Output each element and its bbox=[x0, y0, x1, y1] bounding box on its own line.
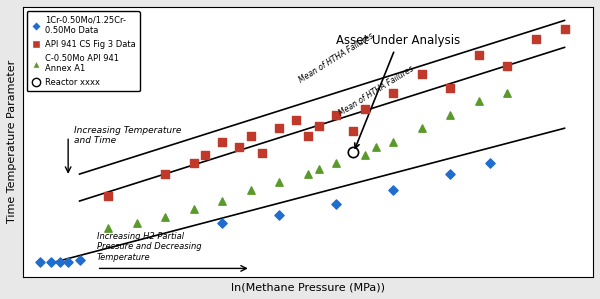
Point bbox=[332, 112, 341, 117]
Point bbox=[274, 126, 284, 131]
Point bbox=[446, 112, 455, 117]
Point bbox=[417, 72, 427, 77]
Point bbox=[360, 107, 370, 112]
Point bbox=[35, 259, 44, 264]
Point bbox=[292, 118, 301, 123]
Point bbox=[349, 129, 358, 133]
Point bbox=[103, 225, 113, 230]
Point bbox=[55, 259, 64, 264]
Point bbox=[389, 139, 398, 144]
Point bbox=[503, 64, 512, 69]
Point bbox=[160, 215, 170, 219]
Point bbox=[217, 199, 227, 203]
Text: Asset Under Analysis: Asset Under Analysis bbox=[337, 34, 461, 148]
Point bbox=[303, 134, 313, 139]
Point bbox=[46, 259, 56, 264]
Text: Mean of HTHA Failures: Mean of HTHA Failures bbox=[337, 64, 415, 118]
Point bbox=[217, 220, 227, 225]
Point bbox=[332, 201, 341, 206]
Point bbox=[64, 259, 73, 264]
Point bbox=[75, 258, 85, 263]
Point bbox=[360, 153, 370, 158]
Text: Increasing H2 Partial
Pressure and Decreasing
Temperature: Increasing H2 Partial Pressure and Decre… bbox=[97, 232, 201, 262]
Point bbox=[417, 126, 427, 131]
Point bbox=[217, 139, 227, 144]
Point bbox=[389, 91, 398, 96]
Point bbox=[389, 188, 398, 193]
Point bbox=[257, 150, 267, 155]
Point bbox=[303, 172, 313, 176]
Text: Increasing Temperature
and Time: Increasing Temperature and Time bbox=[74, 126, 181, 145]
Point bbox=[332, 161, 341, 166]
Point bbox=[160, 172, 170, 176]
Point bbox=[274, 180, 284, 184]
Legend: 1Cr-0.50Mo/1.25Cr-
0.50Mo Data, API 941 CS Fig 3 Data, C-0.50Mo API 941
Annex A1: 1Cr-0.50Mo/1.25Cr- 0.50Mo Data, API 941 … bbox=[26, 11, 140, 91]
Point bbox=[189, 161, 199, 166]
X-axis label: ln(Methane Pressure (MPa)): ln(Methane Pressure (MPa)) bbox=[231, 282, 385, 292]
Point bbox=[446, 86, 455, 90]
Point bbox=[446, 172, 455, 176]
Point bbox=[314, 123, 324, 128]
Point bbox=[560, 26, 569, 31]
Point bbox=[132, 220, 142, 225]
Point bbox=[485, 161, 495, 166]
Point bbox=[314, 166, 324, 171]
Text: Mean of HTHA Failures: Mean of HTHA Failures bbox=[297, 32, 376, 85]
Point bbox=[371, 145, 381, 150]
Point bbox=[103, 193, 113, 198]
Point bbox=[246, 134, 256, 139]
Point bbox=[274, 212, 284, 217]
Point bbox=[189, 207, 199, 211]
Point bbox=[474, 53, 484, 58]
Point bbox=[246, 188, 256, 193]
Point bbox=[474, 99, 484, 104]
Point bbox=[200, 153, 210, 158]
Y-axis label: Time Temperature Parameter: Time Temperature Parameter bbox=[7, 60, 17, 223]
Point bbox=[349, 150, 358, 155]
Point bbox=[503, 91, 512, 96]
Point bbox=[235, 145, 244, 150]
Point bbox=[531, 37, 541, 42]
